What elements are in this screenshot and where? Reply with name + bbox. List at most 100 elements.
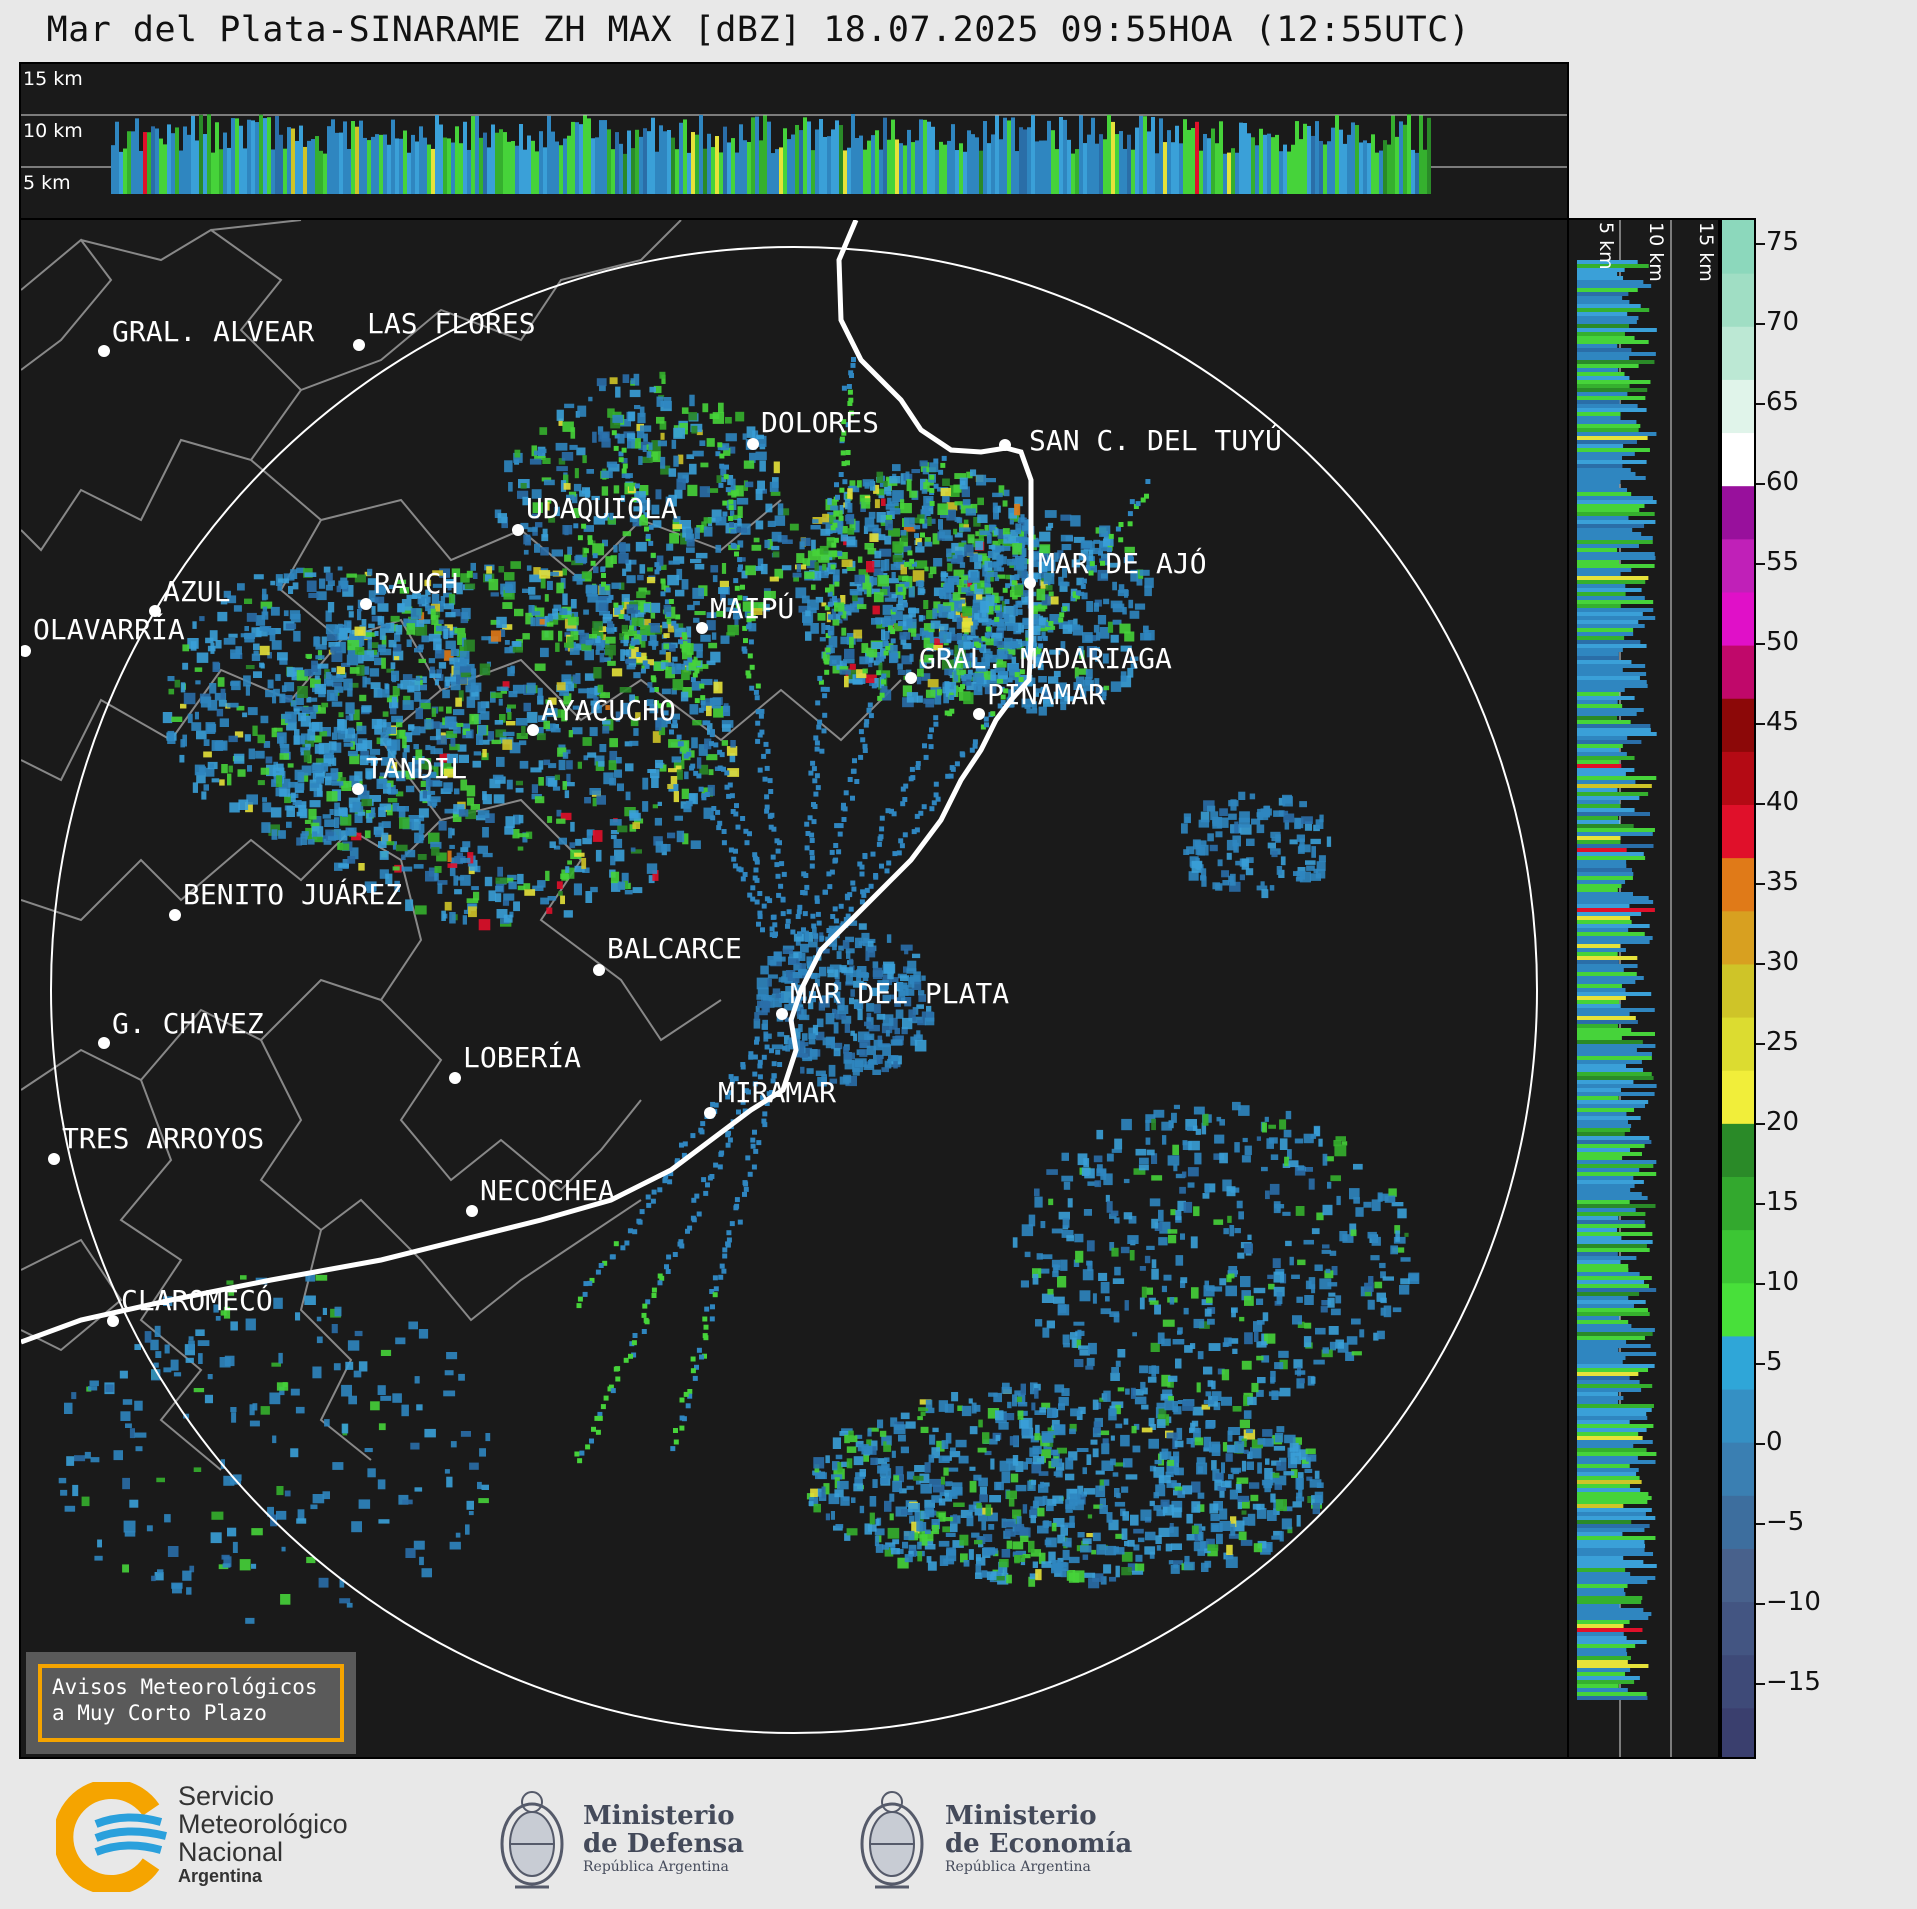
city-mar-de-ajo: MAR DE AJÓ bbox=[1024, 546, 1207, 589]
colorbar-band bbox=[1722, 1654, 1754, 1709]
colorbar-tick-label: 55 bbox=[1766, 547, 1800, 577]
smn-logo: Servicio Meteorológico Nacional Argentin… bbox=[56, 1782, 396, 1892]
city-tandil: TANDIL bbox=[352, 752, 467, 795]
radar-map: GRAL. ALVEAR LAS FLORES DOLORES SAN C. D… bbox=[19, 218, 1569, 1759]
city-gral-madariaga: GRAL. MADARIAGA bbox=[905, 642, 1172, 684]
city-gral-alvear: GRAL. ALVEAR bbox=[98, 315, 314, 357]
colorbar-tick-mark bbox=[1756, 1203, 1765, 1205]
city-claromeco: CLAROMECÓ bbox=[107, 1283, 273, 1327]
city-loberia: LOBERÍA bbox=[449, 1040, 581, 1084]
city-olavarria: OLAVARRÍA bbox=[21, 612, 185, 657]
colorbar-bands bbox=[1722, 220, 1754, 1757]
colorbar-tick-mark bbox=[1756, 883, 1765, 885]
colorbar-tick-label: 70 bbox=[1766, 307, 1800, 337]
colorbar-tick-label: 5 bbox=[1766, 1347, 1783, 1377]
side-label-5km: 5 km bbox=[1595, 222, 1617, 270]
chart-title: Mar del Plata-SINARAME ZH MAX [dBZ] 18.0… bbox=[46, 10, 1471, 50]
colorbar-tick-mark bbox=[1756, 1043, 1765, 1045]
city-necochea: NECOCHEA bbox=[466, 1174, 615, 1217]
colorbar-tick-mark bbox=[1756, 1363, 1765, 1365]
colorbar-tick-label: 75 bbox=[1766, 227, 1800, 257]
colorbar-tick-label: −5 bbox=[1766, 1507, 1805, 1537]
notice-line-1: Avisos Meteorológicos bbox=[52, 1675, 318, 1699]
colorbar-band bbox=[1722, 538, 1754, 593]
side-label-15km: 15 km bbox=[1695, 222, 1717, 282]
colorbar-band bbox=[1722, 326, 1754, 380]
colorbar-tick-mark bbox=[1756, 1123, 1765, 1125]
city-layer: GRAL. ALVEAR LAS FLORES DOLORES SAN C. D… bbox=[21, 307, 1282, 1327]
colorbar-tick-label: 50 bbox=[1766, 627, 1800, 657]
colorbar-band bbox=[1722, 1070, 1754, 1124]
colorbar-band bbox=[1722, 645, 1754, 699]
top-profile-echoes bbox=[21, 114, 1567, 194]
colorbar-band bbox=[1722, 1335, 1754, 1390]
colorbar-band bbox=[1722, 1495, 1754, 1549]
city-pinamar: PINAMAR bbox=[973, 678, 1105, 720]
side-label-10km: 10 km bbox=[1645, 222, 1667, 282]
colorbar-band bbox=[1722, 591, 1754, 646]
defensa-line-1: Ministerio bbox=[583, 1801, 735, 1831]
colorbar-band bbox=[1722, 857, 1754, 912]
colorbar-tick-label: 20 bbox=[1766, 1107, 1800, 1137]
city-rauch: RAUCH bbox=[360, 567, 458, 610]
notice-frame: Avisos Meteorológicos a Muy Corto Plazo bbox=[38, 1664, 344, 1742]
label-5km: 5 km bbox=[23, 172, 71, 194]
city-ayacucho: AYACUCHO bbox=[527, 694, 676, 736]
colorbar-tick-label: 15 bbox=[1766, 1187, 1800, 1217]
colorbar-band bbox=[1722, 273, 1754, 327]
city-balcarce: BALCARCE bbox=[593, 932, 742, 976]
colorbar-band bbox=[1722, 1548, 1754, 1603]
colorbar-tick-mark bbox=[1756, 1603, 1765, 1605]
colorbar-tick-mark bbox=[1756, 1283, 1765, 1285]
economia-line-3: República Argentina bbox=[945, 1859, 1091, 1875]
colorbar-tick-label: 40 bbox=[1766, 787, 1800, 817]
coastline bbox=[21, 220, 1034, 1345]
colorbar-tick-mark bbox=[1756, 403, 1765, 405]
city-miramar: MIRAMAR bbox=[704, 1076, 836, 1119]
economia-line-2: de Economía bbox=[945, 1829, 1133, 1859]
colorbar-band bbox=[1722, 1282, 1754, 1337]
defensa-line-2: de Defensa bbox=[583, 1829, 744, 1859]
colorbar-tick-label: 35 bbox=[1766, 867, 1800, 897]
notice-box: Avisos Meteorológicos a Muy Corto Plazo bbox=[26, 1652, 356, 1754]
side-height-profile: 5 km 10 km 15 km bbox=[1567, 218, 1720, 1759]
colorbar-band bbox=[1722, 1707, 1754, 1757]
colorbar-band bbox=[1722, 485, 1754, 540]
colorbar-band bbox=[1722, 804, 1754, 859]
colorbar-band bbox=[1722, 1123, 1754, 1177]
radar-map-canvas: GRAL. ALVEAR LAS FLORES DOLORES SAN C. D… bbox=[21, 220, 1538, 1734]
colorbar-band bbox=[1722, 1017, 1754, 1071]
side-profile-echoes bbox=[1577, 220, 1672, 1757]
smn-line-2: Meteorológico bbox=[178, 1809, 348, 1839]
colorbar-band bbox=[1722, 1229, 1754, 1284]
colorbar-tick-label: 25 bbox=[1766, 1027, 1800, 1057]
colorbar-band bbox=[1722, 432, 1754, 487]
colorbar-tick-label: −15 bbox=[1766, 1667, 1821, 1697]
colorbar-band bbox=[1722, 1389, 1754, 1443]
coat-of-arms-icon bbox=[500, 1791, 564, 1889]
colorbar-band bbox=[1722, 379, 1754, 434]
label-10km: 10 km bbox=[23, 120, 83, 142]
colorbar-tick-mark bbox=[1756, 803, 1765, 805]
colorbar-tick-mark bbox=[1756, 963, 1765, 965]
city-g-chavez: G. CHAVEZ bbox=[98, 1007, 264, 1049]
city-dolores: DOLORES bbox=[747, 406, 879, 450]
smn-line-4: Argentina bbox=[178, 1866, 263, 1886]
colorbar-band bbox=[1722, 1601, 1754, 1656]
economia-logo: Ministerio de Economía República Argenti… bbox=[855, 1782, 1135, 1902]
colorbar-band bbox=[1722, 220, 1754, 274]
smn-emblem-icon bbox=[56, 1782, 167, 1892]
colorbar-tick-mark bbox=[1756, 1683, 1765, 1685]
colorbar-tick-mark bbox=[1756, 323, 1765, 325]
colorbar-tick-mark bbox=[1756, 723, 1765, 725]
dbz-colorbar bbox=[1720, 218, 1756, 1759]
colorbar-tick-mark bbox=[1756, 483, 1765, 485]
colorbar-tick-mark bbox=[1756, 1443, 1765, 1445]
colorbar-tick-label: 10 bbox=[1766, 1267, 1800, 1297]
colorbar-tick-mark bbox=[1756, 1523, 1765, 1525]
colorbar-band bbox=[1722, 1176, 1754, 1231]
colorbar-band bbox=[1722, 963, 1754, 1018]
city-tres-arroyos: TRES ARROYOS bbox=[48, 1122, 264, 1165]
colorbar-tick-label: 45 bbox=[1766, 707, 1800, 737]
reflectivity-echoes bbox=[58, 357, 1420, 1624]
